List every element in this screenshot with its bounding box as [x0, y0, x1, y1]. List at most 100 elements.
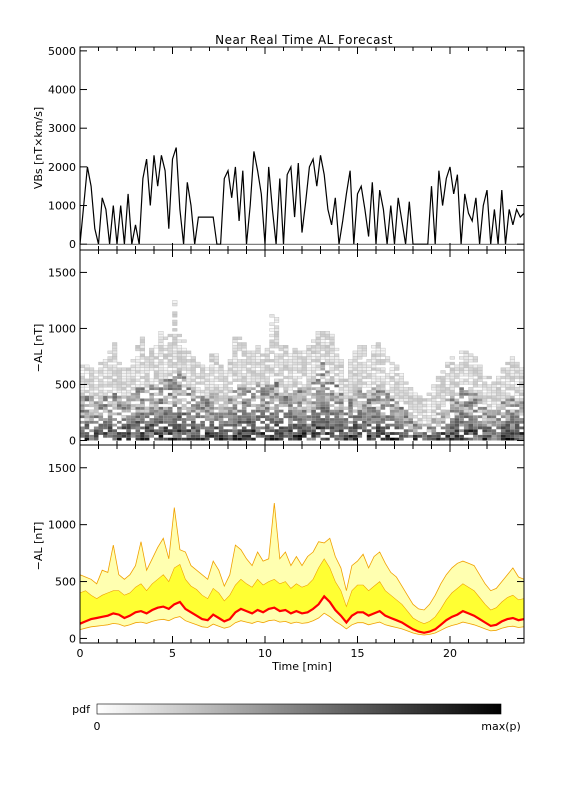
heatmap-cell	[163, 353, 169, 357]
heatmap-cell	[399, 432, 404, 435]
heatmap-cell	[459, 429, 464, 433]
heatmap-cell	[329, 412, 335, 416]
heatmap-cell	[412, 403, 418, 408]
heatmap-cell	[399, 409, 404, 413]
heatmap-cell	[139, 361, 145, 366]
heatmap-cell	[325, 423, 330, 427]
heatmap-cell	[311, 432, 316, 435]
heatmap-cell	[260, 370, 266, 374]
heatmap-cell	[514, 423, 520, 427]
heatmap-cell	[320, 345, 326, 349]
heatmap-cell	[149, 409, 154, 413]
heatmap-cell	[260, 384, 266, 388]
heatmap-cell	[241, 404, 247, 407]
heatmap-cell	[237, 336, 243, 340]
heatmap-cell	[505, 375, 511, 380]
heatmap-cell	[181, 398, 187, 402]
heatmap-cell	[278, 392, 284, 396]
heatmap-cell	[251, 437, 256, 441]
heatmap-cell	[431, 392, 437, 396]
heatmap-cell	[283, 395, 289, 399]
heatmap-cell	[496, 392, 502, 396]
heatmap-cell	[112, 381, 118, 385]
heatmap-cell	[140, 387, 145, 391]
heatmap-cell	[260, 390, 265, 393]
heatmap-cell	[250, 378, 256, 382]
heatmap-cell	[366, 434, 372, 438]
heatmap-cell	[158, 434, 164, 438]
heatmap-cell	[209, 420, 215, 424]
heatmap-cell	[214, 398, 219, 402]
heatmap-cell	[440, 432, 446, 435]
heatmap-cell	[292, 418, 298, 421]
heatmap-cell	[241, 420, 247, 424]
heatmap-cell	[431, 398, 437, 402]
heatmap-cell	[278, 395, 284, 399]
heatmap-cell	[246, 390, 252, 393]
heatmap-cell	[112, 359, 118, 363]
heatmap-cell	[500, 375, 506, 380]
heatmap-cell	[380, 406, 386, 410]
heatmap-cell	[487, 412, 492, 416]
heatmap-cell	[431, 434, 437, 438]
heatmap-cell	[361, 361, 367, 366]
heatmap-cell	[158, 339, 164, 343]
heatmap-cell	[223, 398, 229, 402]
heatmap-cell	[283, 361, 289, 366]
heatmap-cell	[491, 398, 497, 402]
heatmap-cell	[144, 432, 150, 435]
heatmap-cell	[283, 375, 289, 380]
heatmap-cell	[172, 347, 178, 352]
heatmap-cell	[491, 387, 497, 391]
heatmap-cell	[269, 434, 275, 438]
heatmap-cell	[213, 356, 219, 360]
heatmap-cell	[301, 361, 307, 366]
heatmap-cell	[227, 373, 233, 377]
heatmap-cell	[172, 429, 178, 433]
heatmap-cell	[496, 409, 501, 413]
heatmap-cell	[158, 415, 164, 419]
heatmap-cell	[278, 403, 284, 408]
heatmap-cell	[371, 426, 376, 430]
heatmap-cell	[121, 404, 127, 407]
heatmap-cell	[399, 423, 404, 427]
heatmap-cell	[167, 420, 173, 424]
heatmap-cell	[454, 398, 460, 402]
heatmap-cell	[486, 384, 492, 388]
heatmap-cell	[519, 437, 524, 441]
heatmap-cell	[459, 390, 464, 393]
heatmap-cell	[154, 437, 159, 441]
heatmap-cell	[144, 361, 150, 366]
heatmap-cell	[172, 303, 178, 307]
heatmap-cell	[445, 437, 450, 441]
heatmap-cell	[287, 367, 293, 371]
heatmap-cell	[468, 367, 474, 371]
heatmap-cell	[144, 359, 150, 363]
heatmap-cell	[408, 395, 414, 399]
heatmap-cell	[454, 437, 460, 441]
heatmap-cell	[167, 378, 173, 382]
heatmap-cell	[339, 437, 344, 441]
heatmap-cell	[172, 434, 178, 438]
heatmap-cell	[177, 406, 182, 410]
heatmap-cell	[468, 429, 474, 433]
heatmap-cell	[514, 415, 520, 419]
heatmap-cell	[209, 359, 215, 363]
heatmap-cell	[278, 434, 284, 438]
heatmap-cell	[496, 423, 501, 427]
heatmap-cell	[292, 409, 298, 413]
heatmap-cell	[176, 353, 182, 357]
heatmap-cell	[149, 392, 154, 396]
heatmap-cell	[413, 429, 418, 433]
heatmap-cell	[449, 375, 455, 380]
heatmap-cell	[163, 361, 169, 366]
heatmap-cell	[163, 356, 169, 360]
heatmap-cell	[278, 345, 284, 349]
heatmap-cell	[117, 437, 122, 441]
heatmap-cell	[251, 429, 256, 433]
heatmap-cell	[112, 395, 117, 399]
heatmap-cell	[232, 350, 238, 354]
heatmap-cell	[315, 333, 321, 338]
heatmap-cell	[195, 361, 201, 366]
heatmap-cell	[375, 342, 381, 346]
